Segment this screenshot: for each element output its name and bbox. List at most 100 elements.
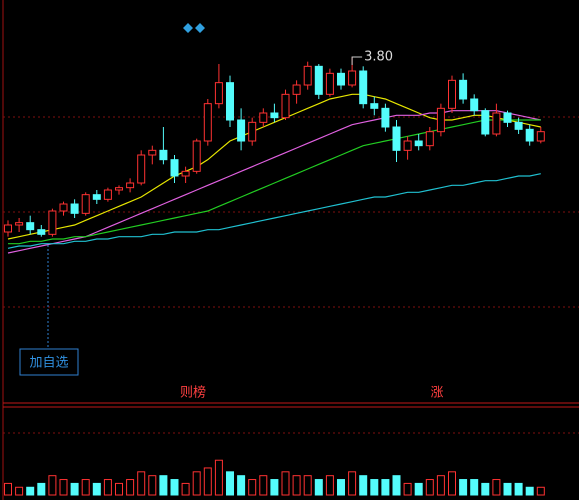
moving-average-line	[7, 173, 541, 249]
candle-body	[137, 154, 146, 184]
volume-bar	[470, 479, 479, 496]
volume-bar	[248, 479, 257, 496]
candle-body	[70, 203, 79, 214]
candle-body	[470, 98, 479, 112]
volume-bar	[525, 486, 534, 496]
candle-body	[214, 82, 223, 105]
volume-bar	[214, 459, 223, 496]
volume-bar	[314, 479, 323, 496]
candle-body	[503, 112, 512, 123]
volume-bar	[459, 479, 468, 496]
candle-body	[192, 140, 201, 172]
volume-bar	[414, 482, 423, 496]
candle-body	[92, 194, 101, 200]
volume-bar	[337, 479, 345, 496]
volume-bar	[259, 475, 268, 496]
candle-body	[370, 103, 379, 109]
high-pointer	[351, 56, 363, 65]
volume-bar	[514, 482, 523, 496]
volume-bar	[37, 482, 46, 496]
volume-bar	[348, 471, 357, 496]
volume-bar	[148, 475, 157, 496]
volume-bar	[126, 479, 135, 496]
add-button[interactable]: 加自选	[29, 356, 68, 371]
candle-body	[425, 131, 434, 147]
volume-bar	[181, 482, 190, 496]
volume-bar	[26, 486, 35, 496]
volume-bar	[170, 479, 179, 496]
candle-body	[392, 126, 401, 151]
volume-bar	[536, 486, 545, 496]
candle-body	[414, 140, 423, 147]
volume-bar	[392, 475, 401, 496]
volume-bar	[503, 482, 512, 496]
volume-bar	[436, 475, 445, 496]
volume-bar	[492, 479, 501, 496]
candle-body	[37, 229, 46, 235]
volume-bar	[203, 467, 212, 496]
volume-bar	[15, 486, 24, 496]
volume-bar	[48, 475, 57, 496]
candle-body	[15, 222, 24, 226]
candle-body	[4, 224, 12, 233]
moving-average-line	[8, 119, 541, 245]
candle-body	[126, 182, 135, 189]
volume-bar	[381, 479, 390, 496]
candle-body	[170, 159, 179, 177]
candle-body	[337, 72, 345, 86]
candle-body	[359, 70, 368, 105]
volume-bar	[137, 471, 146, 496]
candle-body	[181, 170, 190, 177]
volume-bar	[92, 482, 101, 496]
candle-body	[481, 110, 490, 135]
volume-bar	[103, 479, 112, 496]
candle-body	[303, 65, 312, 86]
candle-body	[59, 203, 68, 212]
candle-body	[48, 210, 57, 235]
volume-bar	[448, 471, 456, 496]
volume-bar	[70, 482, 79, 496]
diamond-icons	[183, 23, 205, 33]
volume-bar	[359, 475, 368, 496]
volume-bar	[403, 482, 412, 496]
volume-bar	[325, 475, 334, 496]
volume-bar	[159, 475, 168, 496]
candle-body	[381, 107, 390, 128]
event-marker: 则榜	[180, 385, 206, 401]
candle-body	[459, 79, 468, 100]
candle-body	[26, 222, 35, 231]
candle-body	[159, 149, 168, 161]
volume-bar	[192, 471, 201, 496]
candle-body	[325, 72, 334, 95]
volume-bar	[4, 482, 12, 496]
candle-body	[115, 187, 123, 191]
candle-body	[281, 93, 290, 119]
volume-bar	[292, 475, 301, 496]
volume-bar	[226, 471, 234, 496]
add-button-box[interactable]	[19, 348, 79, 376]
candle-body	[226, 82, 234, 121]
candle-body	[492, 112, 501, 135]
candle-body	[514, 121, 523, 130]
volume-bar	[303, 475, 312, 496]
event-marker: 涨	[430, 386, 443, 401]
volume-bar	[270, 479, 279, 496]
candle-body	[525, 128, 534, 142]
volume-bar	[115, 482, 123, 496]
candle-body	[403, 140, 412, 151]
candle-body	[448, 79, 456, 109]
volume-bar	[370, 479, 379, 496]
volume-bar	[481, 482, 490, 496]
candle-body	[270, 112, 279, 119]
candle-body	[436, 107, 445, 133]
candle-body	[248, 121, 257, 142]
volume-bar	[59, 479, 68, 496]
candle-body	[237, 119, 246, 142]
volume-bar	[281, 471, 290, 496]
volume-bar	[81, 479, 90, 496]
candle-body	[259, 112, 268, 123]
candle-body	[103, 189, 112, 200]
candle-body	[314, 65, 323, 95]
